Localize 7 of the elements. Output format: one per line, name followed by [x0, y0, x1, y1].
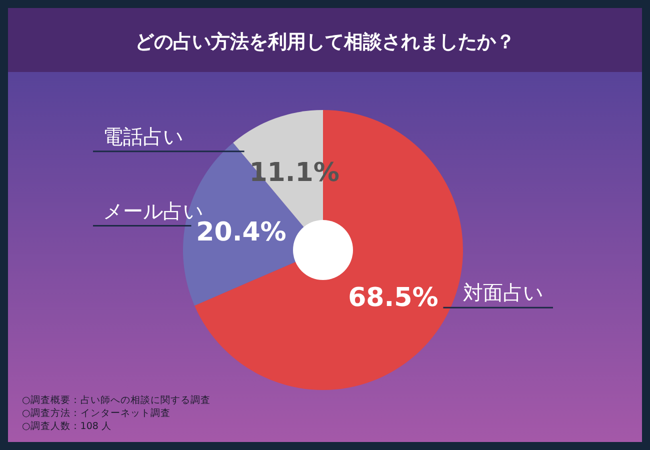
slice-label: 対面占い [463, 280, 543, 305]
text: ○調査概要：占い師への相談に関する調査 [22, 394, 210, 406]
chart-title: どの占い方法を利用して相談されましたか？ [135, 31, 515, 53]
slice-label: 電話占い [103, 124, 183, 148]
data-label: 68.5% [348, 283, 438, 314]
text: ○調査方法：インターネット調査 [22, 407, 170, 419]
text: ○調査人数：108 人 [22, 420, 112, 432]
